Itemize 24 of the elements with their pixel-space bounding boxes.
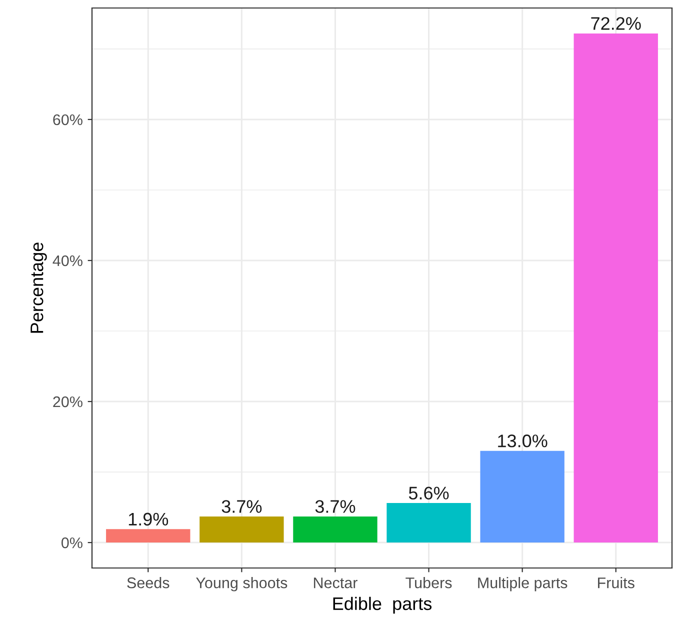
bar — [480, 450, 564, 543]
y-axis-title: Percentage — [30, 242, 47, 333]
data-label: 13.0% — [498, 434, 548, 448]
x-tick-label: Young shoots — [196, 577, 288, 592]
bar — [200, 516, 284, 543]
y-tick-label: 60% — [53, 114, 82, 126]
bar — [574, 33, 658, 543]
y-tick-label: 40% — [52, 255, 82, 266]
x-tick-label: Seeds — [127, 577, 170, 588]
bar — [106, 529, 190, 543]
data-label: 72.2% — [591, 17, 641, 30]
data-label: 1.9% — [128, 512, 168, 526]
x-tick-label: Multiple parts — [478, 577, 568, 592]
x-tick-label: Tubers — [406, 577, 452, 588]
bar — [293, 516, 378, 543]
data-label: 5.6% — [408, 486, 449, 500]
data-label: 3.7% — [315, 500, 356, 513]
x-tick-label: Nectar — [314, 578, 358, 588]
y-tick-label: 20% — [53, 396, 82, 408]
x-axis-title: Edible parts — [333, 596, 432, 614]
x-tick-label: Fruits — [598, 577, 634, 588]
data-label: 3.7% — [222, 500, 262, 513]
bar — [386, 503, 471, 543]
y-tick-label: 0% — [61, 537, 82, 548]
